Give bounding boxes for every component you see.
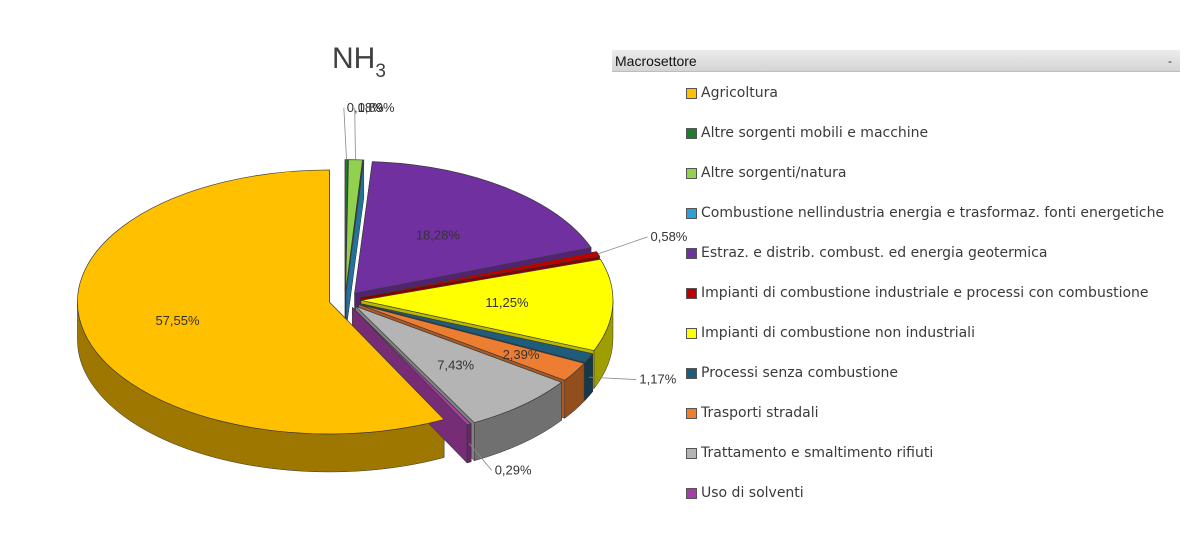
legend-title: Macrosettore [615,53,697,69]
legend-swatch [686,168,697,179]
legend-label: Trattamento e smaltimento rifiuti [701,445,934,461]
legend-label: Impianti di combustione non industriali [701,325,975,341]
legend-swatch [686,448,697,459]
legend-swatch [686,288,697,299]
legend-swatch [686,328,697,339]
pie-slice-estraz-e-distrib-combust-ed-energia-geotermica [354,161,592,294]
legend-swatch [686,408,697,419]
legend-swatch [686,88,697,99]
pie-slice-processi-senza-combustione [359,303,594,363]
legend-label: Estraz. e distrib. combust. ed energia g… [701,245,1048,261]
leader-line [343,107,347,160]
legend-swatch [686,208,697,219]
pie-data-labels: 0,18%0,89% 18,28% 0,58% 11,25% 1,17% 2,39% 7,4… [155,100,687,478]
pie-slice-agricoltura [77,169,445,435]
legend-label: Altre sorgenti mobili e macchine [701,125,929,141]
pie-slice-combustione-nellindustria-energia-e-trasformaz-fonti-energetiche [345,159,365,292]
data-label-altre-sorgenti-mobili-e-macchine: 0,18% [347,100,384,115]
legend-label: Trasporti stradali [701,405,819,421]
pie-slice-altre-sorgenti-mobili-e-macchine [344,159,349,292]
legend-label: Combustione nellindustria energia e tras… [701,205,1165,221]
legend-item-trasporti-stradali[interactable]: Trasporti stradali [686,404,1164,444]
legend-label: Impianti di combustione industriale e pr… [701,285,1149,301]
legend-item-trattamento-e-smaltimento-rifiuti[interactable]: Trattamento e smaltimento rifiuti [686,444,1164,484]
data-label-impianti-di-combustione-industriale-e-processi-con-combustione: 0,58% [651,229,688,244]
legend-item-uso-di-solventi[interactable]: Uso di solventi [686,484,1164,524]
legend-item-impianti-di-combustione-non-industriali[interactable]: Impianti di combustione non industriali [686,324,1164,364]
legend-item-altre-sorgenti-natura[interactable]: Altre sorgenti/natura [686,164,1164,204]
data-label-agricoltura: 57,55% [155,313,200,328]
pie-slice-trattamento-e-smaltimento-rifiuti [355,305,563,424]
leader-line [468,443,493,471]
legend-item-processi-senza-combustione[interactable]: Processi senza combustione [686,364,1164,404]
legend-label: Agricoltura [701,85,778,101]
legend-label: Processi senza combustione [701,365,898,381]
legend-swatch [686,248,697,259]
leader-line [598,236,648,255]
legend-label: Altre sorgenti/natura [701,165,847,181]
pie-slice-uso-di-solventi [352,307,472,426]
chart-title: NH3 [332,42,386,82]
legend-item-estraz-e-distrib-combust-ed-energia-geotermica[interactable]: Estraz. e distrib. combust. ed energia g… [686,244,1164,284]
pie-slice-impianti-di-combustione-industriale-e-processi-con-combustione [360,251,601,298]
data-label-altre-sorgenti-natura: 0,89% [358,100,395,115]
data-label-trattamento-e-smaltimento-rifiuti: 7,43% [437,358,474,373]
data-label-uso-di-solventi: 0,29% [495,462,532,477]
legend-label: Uso di solventi [701,485,804,501]
data-label-processi-senza-combustione: 1,17% [639,372,676,387]
legend-filter-header[interactable]: Macrosettore - [612,50,1180,72]
legend-item-agricoltura[interactable]: Agricoltura [686,84,1164,124]
legend-item-altre-sorgenti-mobili-e-macchine[interactable]: Altre sorgenti mobili e macchine [686,124,1164,164]
leader-line [354,107,356,160]
pie-slice-impianti-di-combustione-non-industriali [360,258,614,351]
legend-item-combustione-nellindustria-energia-e-trasformaz-fonti-energetiche[interactable]: Combustione nellindustria energia e tras… [686,204,1164,244]
pie-slice-trasporti-stradali [358,303,585,381]
data-label-impianti-di-combustione-non-industriali: 11,25% [485,295,529,310]
data-label-estraz-e-distrib-combust-ed-energia-geotermica: 18,28% [416,227,461,242]
slice-side-uso-di-solventi [466,423,472,464]
legend-item-impianti-di-combustione-industriale-e-processi-con-combustione[interactable]: Impianti di combustione industriale e pr… [686,284,1164,324]
legend-swatch [686,128,697,139]
legend-swatch [686,368,697,379]
pie-slices [77,159,614,473]
legend-swatch [686,488,697,499]
legend-dropdown-icon[interactable]: - [1168,54,1172,68]
data-label-trasporti-stradali: 2,39% [503,347,540,362]
leader-line [588,376,637,381]
chart-legend: Agricoltura Altre sorgenti mobili e macch… [686,84,1164,524]
